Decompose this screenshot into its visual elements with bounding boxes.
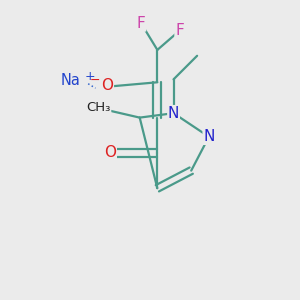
Text: F: F [175, 23, 184, 38]
Text: N: N [168, 106, 179, 121]
Text: N: N [203, 129, 214, 144]
Text: −: − [90, 74, 100, 87]
Text: O: O [101, 78, 113, 93]
Text: F: F [137, 16, 146, 31]
Text: O: O [104, 146, 116, 160]
Text: CH₃: CH₃ [86, 101, 111, 114]
Text: Na: Na [61, 73, 80, 88]
Text: +: + [85, 70, 95, 83]
